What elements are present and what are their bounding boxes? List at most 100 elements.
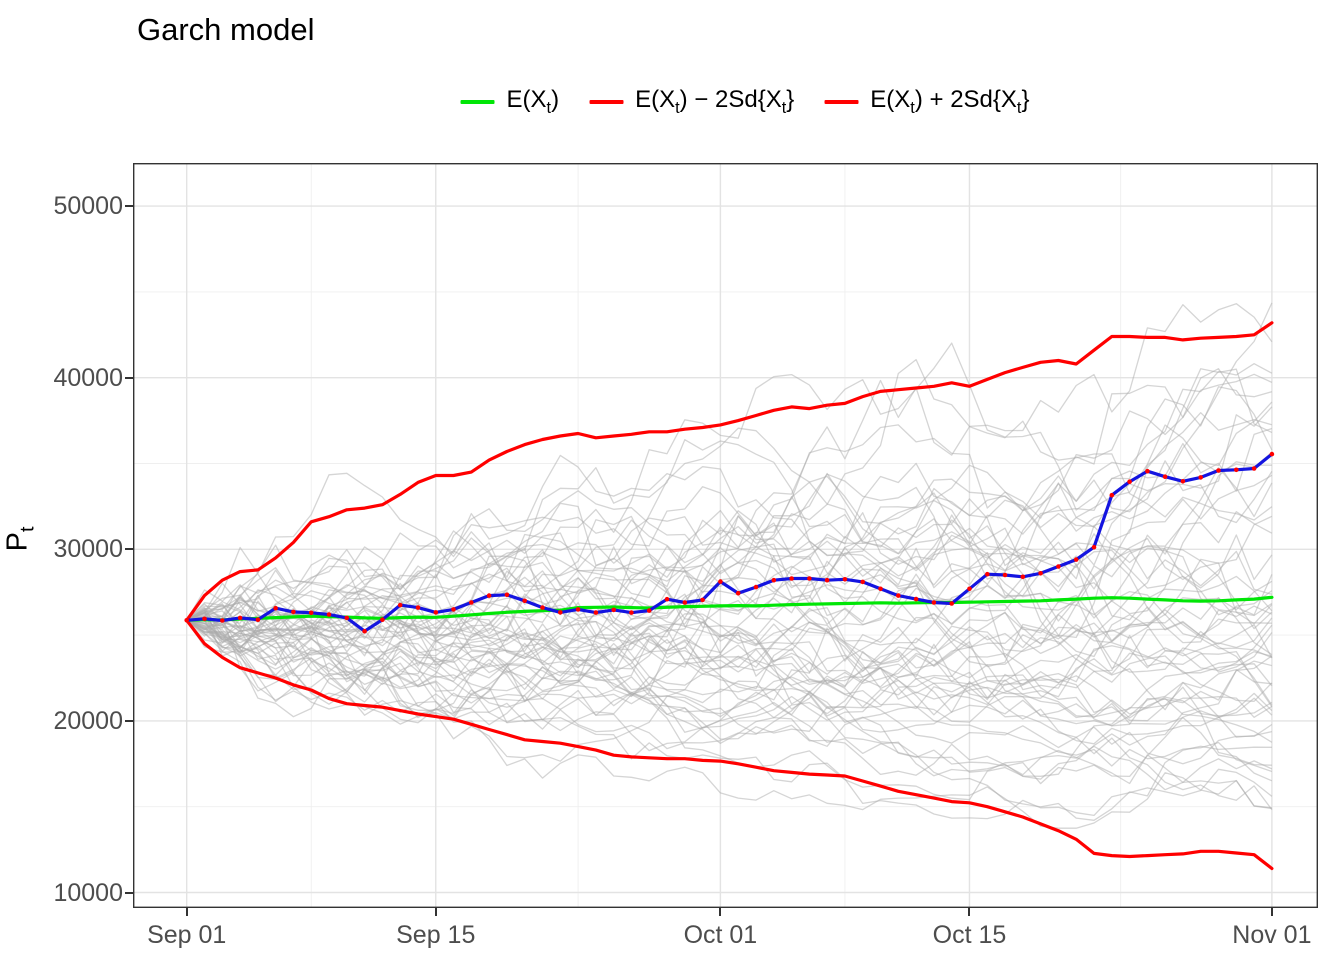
series-lines [184,321,1275,871]
x-tick-label: Oct 15 [932,921,1007,949]
simulated-paths [186,302,1273,829]
simulated-path [186,619,1273,785]
observed-point [1002,572,1008,578]
observed-point [397,602,403,608]
simulated-path [186,363,1273,657]
observed-point [558,610,563,615]
observed-point [326,612,332,617]
observed-point [913,596,919,602]
observed-point [664,596,670,602]
x-tick-label: Sep 15 [396,921,476,949]
observed-point [522,598,527,604]
y-tick-mark [125,719,133,722]
simulated-path [186,511,1273,659]
simulated-path [186,606,1273,733]
observed-point [415,605,421,610]
simulated-path [186,386,1273,621]
observed-point [344,615,350,621]
simulated-path [186,368,1273,692]
observed-point [735,590,741,596]
simulated-path [186,401,1273,640]
simulated-path [186,302,1273,691]
y-tick-label: 10000 [53,878,123,907]
observed-point [1056,564,1061,569]
simulated-path [186,605,1273,729]
observed-point [380,617,385,622]
legend-key-line-expected [460,99,495,104]
simulated-path [186,472,1273,642]
observed-point [789,576,794,581]
x-tick-label: Sep 01 [147,921,227,949]
observed-point [362,628,367,634]
observed-point [504,592,510,598]
simulated-path [186,474,1273,636]
simulated-path [186,619,1273,719]
x-tick-mark [185,908,188,916]
y-tick-mark [125,891,133,894]
observed-point [237,615,243,621]
x-tick-mark [1270,908,1273,916]
observed-point [1180,479,1186,484]
observed-point [629,610,634,615]
simulated-path [186,612,1273,782]
observed-point [1091,544,1097,550]
observed-point [1038,571,1043,576]
y-tick-mark [125,376,133,379]
observed-point [753,584,759,590]
observed-point [646,608,652,613]
observed-point [1145,468,1150,474]
observed-path-points [184,451,1275,634]
simulated-path [186,616,1273,744]
series-expected-value [185,595,1274,622]
legend-key-line-upper-band [824,99,859,104]
series-lower-band [185,618,1274,871]
observed-point [949,601,954,606]
observed-point [184,618,189,623]
observed-point [469,600,474,605]
panel-border [132,162,1318,908]
simulated-path [186,604,1273,691]
observed-point [771,577,777,583]
simulated-path [186,596,1273,791]
observed-point [1216,468,1221,473]
observed-point [540,605,545,610]
observed-point [878,586,883,592]
observed-point [842,577,848,582]
simulated-path [186,537,1273,718]
series-observed-path [185,452,1274,633]
y-tick-mark [125,548,133,551]
observed-point [1020,574,1026,580]
observed-point [860,579,865,585]
x-tick-mark [719,908,722,916]
observed-point [1251,466,1257,471]
observed-point [451,607,456,612]
observed-point [967,586,972,592]
observed-point [291,609,296,615]
observed-point [824,577,830,583]
observed-point [985,571,990,577]
plot-panel [132,162,1318,908]
y-tick-mark [125,205,133,208]
observed-point [1234,467,1239,473]
observed-point [593,610,599,615]
x-tick-mark [434,908,437,916]
y-tick-label: 40000 [53,363,123,392]
observed-point [308,610,314,616]
x-tick-mark [968,908,971,916]
observed-point [1109,492,1115,498]
simulated-path [186,406,1273,632]
legend-item-lower-band: E(Xt) − 2Sd{Xt} [589,86,794,118]
y-tick-label: 50000 [53,192,123,221]
observed-point [1127,479,1132,485]
x-tick-label: Nov 01 [1232,921,1312,949]
observed-point [700,597,705,603]
simulated-path [186,597,1273,702]
legend-label-lower-band: E(Xt) − 2Sd{Xt} [635,86,795,117]
chart-title: Garch model [137,12,315,47]
simulated-path [186,569,1273,745]
simulated-path [186,570,1273,706]
observed-point [682,600,688,605]
legend-item-upper-band: E(Xt) + 2Sd{Xt} [824,86,1029,118]
simulated-path [186,412,1273,714]
